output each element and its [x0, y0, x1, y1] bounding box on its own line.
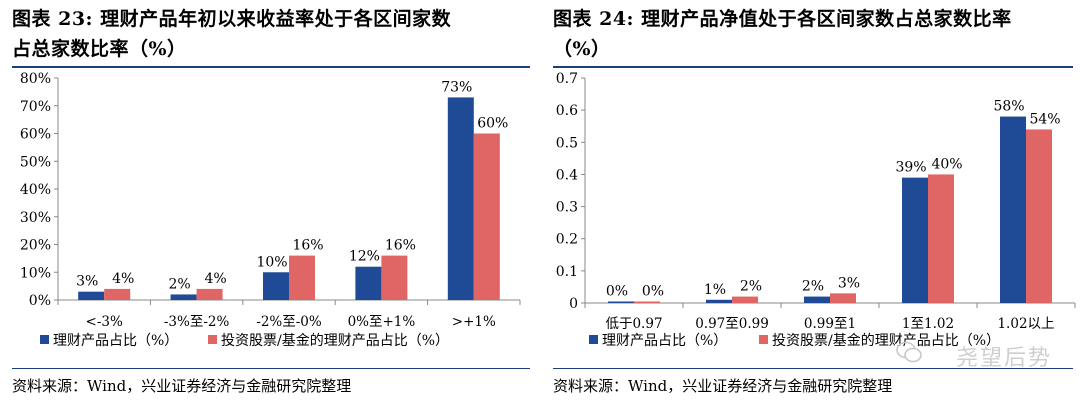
chart-title-left: 图表 23: 理财产品年初以来收益率处于各区间家数 占总家数比率（%）: [12, 4, 451, 64]
bar-series2: [196, 288, 223, 300]
data-label: 2%: [740, 279, 762, 295]
data-label: 12%: [349, 249, 380, 265]
source-left: 资料来源：Wind，兴业证券经济与金融研究院整理: [12, 377, 352, 395]
x-tick-label: 1至1.02: [902, 316, 954, 332]
y-tick-label: 20%: [20, 238, 51, 254]
title-rule-left: [12, 66, 530, 68]
bar-series1: [170, 294, 197, 300]
legend-swatch-series2: [208, 335, 217, 344]
legend-label: 投资股票/基金的理财产品占比（%）: [772, 332, 1000, 349]
y-tick-label: 40%: [20, 182, 51, 198]
chart-title-right: 图表 24: 理财产品净值处于各区间家数占总家数比率 （%）: [553, 4, 1012, 64]
x-tick-label: >+1%: [452, 314, 496, 330]
chart-panel-right: 图表 24: 理财产品净值处于各区间家数占总家数比率 （%） 0 0.1 0.2 0.…: [545, 0, 1080, 404]
chart-title-left-line1: 图表 23: 理财产品年初以来收益率处于各区间家数: [12, 8, 452, 30]
bar-series1: [447, 97, 474, 300]
y-tick-label: 30%: [20, 210, 51, 226]
bar-series2: [928, 174, 954, 303]
y-tick-label: 0.7: [556, 71, 578, 87]
y-tick-label: 0.4: [556, 167, 578, 183]
data-label: 73%: [441, 79, 472, 95]
x-tick-label: 0.97至0.99: [695, 316, 769, 332]
y-tick-label: 50%: [20, 154, 51, 170]
data-label: 1%: [704, 282, 726, 298]
bar-chart-left: 0% 10% 20% 30% 40% 50% 60% 70% 80% <-3% 3% 4% -3%至-2…: [20, 71, 521, 349]
legend-label: 理财产品占比（%）: [53, 333, 178, 349]
bar-series2: [104, 288, 131, 300]
bar-series1: [706, 299, 732, 303]
data-label: 3%: [838, 275, 860, 291]
bar-series2: [830, 293, 856, 303]
data-label: 4%: [112, 271, 134, 287]
data-label: 58%: [993, 99, 1024, 115]
data-label: 4%: [204, 271, 226, 287]
bar-series2: [1026, 129, 1052, 303]
data-label: 10%: [256, 254, 287, 270]
bar-series1: [1000, 116, 1026, 303]
source-rule-left: [12, 368, 530, 369]
bar-series1: [608, 301, 634, 303]
y-tick-label: 80%: [20, 71, 51, 87]
data-label: 0%: [642, 284, 664, 300]
bar-series1: [263, 272, 289, 300]
x-tick-label: <-3%: [86, 314, 123, 330]
data-label: 3%: [76, 274, 98, 290]
watermark-text: 尧望后势: [955, 346, 1052, 371]
y-tick-label: 0: [569, 296, 578, 312]
x-tick-label: 0%至+1%: [348, 314, 416, 330]
bar-series1: [78, 291, 105, 300]
y-tick-label: 0.2: [556, 232, 578, 248]
y-tick-label: 0.5: [556, 135, 578, 151]
bar-series2: [381, 255, 408, 300]
x-tick-label: -3%至-2%: [164, 314, 230, 330]
bar-series2: [473, 133, 500, 300]
legend-swatch-series1: [40, 335, 49, 344]
chart-title-left-line2: 占总家数比率（%）: [12, 38, 187, 60]
data-label: 16%: [385, 238, 416, 254]
legend-swatch-series1: [589, 335, 598, 344]
x-tick-label: 低于0.97: [605, 316, 662, 332]
data-label: 0%: [606, 284, 628, 300]
data-label: 60%: [477, 116, 508, 132]
x-tick-label: -2%至-0%: [256, 314, 322, 330]
wechat-icon: [896, 341, 922, 363]
bar-series1: [902, 177, 928, 303]
y-tick-label: 0.1: [556, 264, 578, 280]
y-tick-label: 0.6: [556, 103, 578, 119]
x-tick-label: 1.02以上: [997, 316, 1054, 332]
y-tick-label: 0.3: [556, 200, 578, 216]
data-label: 2%: [168, 276, 190, 292]
y-tick-label: 10%: [20, 265, 51, 281]
y-tick-label: 0%: [29, 293, 51, 309]
data-label: 54%: [1029, 111, 1060, 127]
data-label: 2%: [802, 279, 824, 295]
title-rule-right: [553, 66, 1073, 68]
bar-series2: [732, 296, 758, 303]
legend-label: 理财产品占比（%）: [602, 333, 727, 349]
data-label: 16%: [292, 238, 323, 254]
x-tick-label: 0.99至1: [804, 316, 856, 332]
legend-swatch-series2: [759, 335, 768, 344]
source-rule-right: [553, 368, 1073, 369]
y-tick-label: 60%: [20, 127, 51, 143]
chart-panel-left: 图表 23: 理财产品年初以来收益率处于各区间家数 占总家数比率（%） 0% 10…: [0, 0, 530, 404]
bar-series1: [355, 266, 382, 300]
chart-title-right-line2: （%）: [553, 38, 611, 60]
chart-title-right-line1: 图表 24: 理财产品净值处于各区间家数占总家数比率: [553, 8, 1012, 30]
data-label: 40%: [931, 156, 962, 172]
y-tick-label: 70%: [20, 99, 51, 115]
bar-series1: [804, 296, 830, 303]
bar-series2: [289, 255, 315, 300]
data-label: 39%: [895, 160, 926, 176]
bar-chart-right: 0 0.1 0.2 0.3 0.4 0.5 0.6 0.7 低于0.97 0% 0% 0.97至0.9…: [556, 71, 1076, 349]
source-right: 资料来源：Wind，兴业证券经济与金融研究院整理: [553, 377, 893, 395]
bar-series2: [634, 301, 660, 303]
legend-label: 投资股票/基金的理财产品占比（%）: [221, 332, 449, 349]
